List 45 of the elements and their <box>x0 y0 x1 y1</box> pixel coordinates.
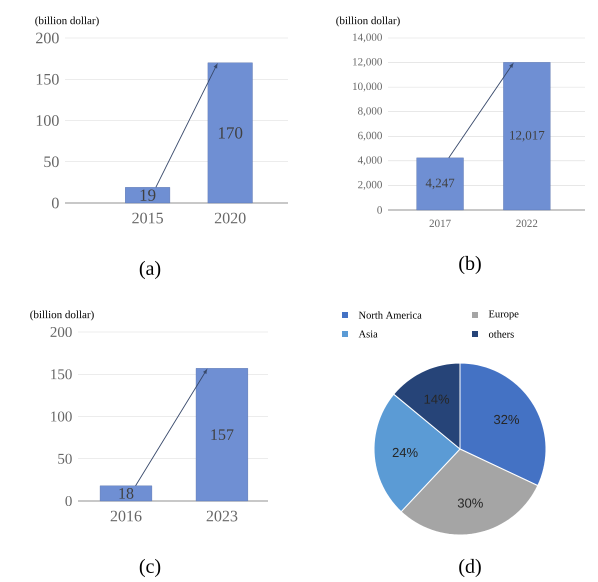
text: (b) <box>459 256 481 274</box>
y-axis-title: (billion dollar) <box>30 310 94 320</box>
y-tick-label: 0 <box>52 198 59 208</box>
y-tick-label: 2,000 <box>358 180 382 190</box>
legend-label: Europe <box>488 310 518 320</box>
y-tick-label: 100 <box>51 411 72 422</box>
legend-label: North America <box>358 311 422 319</box>
data-label: 30% <box>458 498 483 508</box>
legend-label: others <box>488 330 514 338</box>
y-tick-label: 0 <box>377 206 382 214</box>
data-label: 170 <box>218 127 242 139</box>
text: (d) <box>459 558 481 578</box>
text: (a) <box>140 260 160 280</box>
legend-label: Asia <box>358 330 378 338</box>
data-label: 157 <box>211 429 234 440</box>
y-tick-label: 50 <box>44 156 59 168</box>
text: (c) <box>140 558 160 578</box>
y-tick-label: 50 <box>58 454 72 464</box>
y-tick-label: 200 <box>50 326 72 338</box>
x-tick-label: 2020 <box>214 212 246 224</box>
y-tick-label: 6,000 <box>358 132 382 141</box>
y-tick-label: 150 <box>51 369 72 380</box>
data-label: 18 <box>119 488 134 499</box>
y-tick-label: 8,000 <box>358 107 382 116</box>
y-axis-title: (billion dollar) <box>35 16 99 26</box>
data-label: 32% <box>494 414 520 424</box>
data-label: 12,017 <box>510 130 544 142</box>
x-tick-label: 2017 <box>430 220 451 228</box>
data-label: 19 <box>140 189 156 201</box>
x-tick-label: 2022 <box>516 220 538 228</box>
data-label: 14% <box>424 394 450 404</box>
y-tick-label: 4,000 <box>358 156 382 166</box>
y-axis-title: (billion dollar) <box>336 16 400 26</box>
x-tick-label: 2015 <box>132 212 163 224</box>
y-tick-label: 12,000 <box>353 58 382 68</box>
y-tick-label: 0 <box>65 496 72 506</box>
y-tick-label: 14,000 <box>353 33 382 42</box>
y-tick-label: 10,000 <box>353 82 382 92</box>
data-label: 24% <box>392 448 418 458</box>
x-tick-label: 2023 <box>206 510 238 522</box>
y-tick-label: 100 <box>36 115 59 126</box>
y-tick-label: 150 <box>36 74 59 85</box>
y-tick-label: 200 <box>36 32 59 44</box>
x-tick-label: 2016 <box>110 510 142 522</box>
data-label: 4,247 <box>426 178 454 190</box>
